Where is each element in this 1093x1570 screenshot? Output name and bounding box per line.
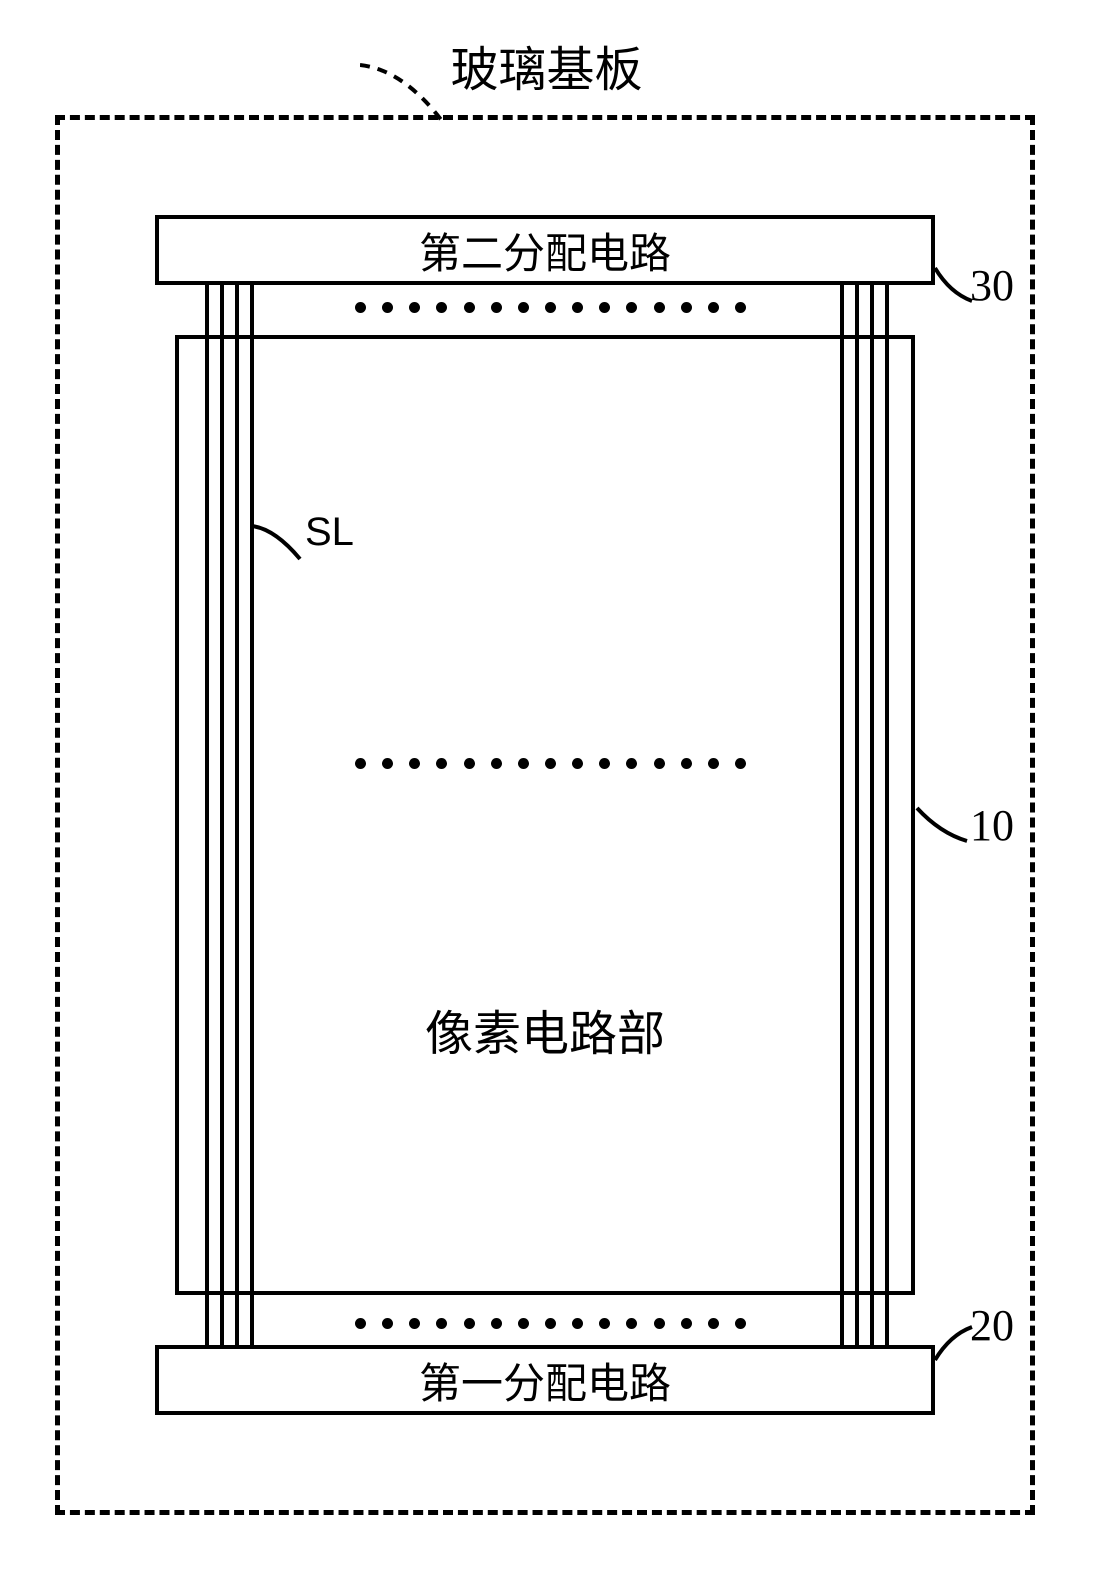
- ellipsis-dot: [572, 302, 583, 313]
- signal-line: [220, 339, 224, 1291]
- ellipsis-dots-bottom: [355, 1318, 735, 1330]
- ellipsis-dot: [436, 302, 447, 313]
- ellipsis-dot: [355, 758, 366, 769]
- ellipsis-dot: [599, 302, 610, 313]
- ellipsis-dot: [464, 302, 475, 313]
- ellipsis-dot: [708, 1318, 719, 1329]
- ellipsis-dot: [382, 1318, 393, 1329]
- signal-line: [250, 339, 254, 1291]
- ellipsis-dot: [382, 302, 393, 313]
- ellipsis-dot: [409, 1318, 420, 1329]
- ellipsis-dot: [626, 302, 637, 313]
- ellipsis-dot: [518, 1318, 529, 1329]
- ellipsis-dot: [409, 758, 420, 769]
- ellipsis-dot: [626, 1318, 637, 1329]
- ellipsis-dots-middle: [355, 758, 735, 770]
- ref-20-label: 20: [970, 1300, 1014, 1351]
- first-distribution-circuit: 第一分配电路: [155, 1345, 935, 1415]
- ellipsis-dot: [735, 302, 746, 313]
- signal-line: [855, 339, 859, 1291]
- ellipsis-dot: [355, 302, 366, 313]
- ellipsis-dot: [681, 1318, 692, 1329]
- ellipsis-dots-top: [355, 302, 735, 314]
- ellipsis-dot: [545, 1318, 556, 1329]
- signal-line: [885, 339, 889, 1291]
- ellipsis-dot: [572, 1318, 583, 1329]
- ellipsis-dot: [654, 758, 665, 769]
- second-distribution-circuit: 第二分配电路: [155, 215, 935, 285]
- ellipsis-dot: [735, 1318, 746, 1329]
- ellipsis-dot: [626, 758, 637, 769]
- ref-20-leader: [930, 1320, 975, 1365]
- signal-line: [840, 339, 844, 1291]
- ellipsis-dot: [518, 758, 529, 769]
- ellipsis-dot: [355, 1318, 366, 1329]
- signal-line: [870, 339, 874, 1291]
- signal-line-label: SL: [305, 510, 354, 555]
- ref-10-leader: [912, 803, 972, 848]
- ellipsis-dot: [409, 302, 420, 313]
- ellipsis-dot: [436, 758, 447, 769]
- pixel-circuit-section: 像素电路部: [175, 335, 915, 1295]
- ellipsis-dot: [681, 758, 692, 769]
- ellipsis-dot: [491, 758, 502, 769]
- pixel-circuit-label: 像素电路部: [425, 994, 665, 1064]
- signal-line: [205, 339, 209, 1291]
- second-circuit-label: 第二分配电路: [419, 220, 671, 281]
- ref-30-label: 30: [970, 260, 1014, 311]
- ellipsis-dot: [708, 302, 719, 313]
- ellipsis-dot: [654, 302, 665, 313]
- ellipsis-dot: [681, 302, 692, 313]
- ref-10-label: 10: [970, 800, 1014, 851]
- ellipsis-dot: [654, 1318, 665, 1329]
- ref-30-leader: [930, 263, 975, 308]
- signal-line: [235, 339, 239, 1291]
- substrate-title: 玻璃基板: [450, 30, 642, 100]
- ellipsis-dot: [436, 1318, 447, 1329]
- ellipsis-dot: [735, 758, 746, 769]
- sl-leader-curve: [250, 524, 305, 564]
- ellipsis-dot: [572, 758, 583, 769]
- ellipsis-dot: [708, 758, 719, 769]
- ellipsis-dot: [599, 758, 610, 769]
- ellipsis-dot: [545, 758, 556, 769]
- ellipsis-dot: [382, 758, 393, 769]
- ellipsis-dot: [599, 1318, 610, 1329]
- ellipsis-dot: [464, 758, 475, 769]
- ellipsis-dot: [545, 302, 556, 313]
- ellipsis-dot: [518, 302, 529, 313]
- ellipsis-dot: [491, 1318, 502, 1329]
- ellipsis-dot: [464, 1318, 475, 1329]
- first-circuit-label: 第一分配电路: [419, 1350, 671, 1411]
- ellipsis-dot: [491, 302, 502, 313]
